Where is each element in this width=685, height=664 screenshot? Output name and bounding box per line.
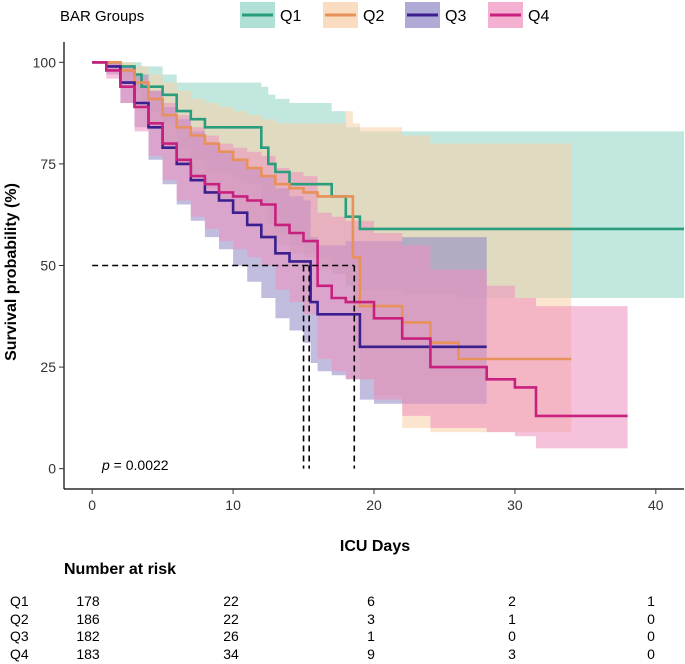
- p-value-symbol: p: [101, 457, 110, 473]
- risk-cell-q2-t30: 1: [508, 611, 516, 627]
- risk-cell-q2-t10: 22: [223, 611, 239, 627]
- risk-row-label-q2: Q2: [10, 611, 29, 627]
- y-ticks: 0 25 50 75 100: [33, 54, 64, 477]
- x-tick-label-30: 30: [507, 497, 523, 513]
- x-tick-label-0: 0: [88, 497, 96, 513]
- risk-table: Q1 178 22 6 2 1Q2 186 22 3 1 0Q3 182 26 1 0 0Q4 183 34 9 3 0: [10, 593, 655, 662]
- x-ticks: 0 10 20 30 40: [88, 489, 664, 513]
- risk-cell-q4-t40: 0: [647, 646, 655, 662]
- legend-title: BAR Groups: [60, 8, 144, 25]
- risk-cell-q3-t30: 0: [508, 628, 516, 644]
- p-value-number: = 0.0022: [110, 457, 169, 473]
- risk-cell-q4-t10: 34: [223, 646, 239, 662]
- risk-cell-q4-t20: 9: [367, 646, 375, 662]
- risk-table-title: Number at risk: [64, 561, 176, 578]
- risk-row-label-q4: Q4: [10, 646, 29, 662]
- risk-cell-q1-t0: 178: [76, 593, 100, 609]
- survival-curve-q1: [92, 61, 684, 231]
- survival-curve-q3: [92, 61, 487, 349]
- legend-label-q2: Q2: [363, 8, 384, 25]
- x-tick-label-40: 40: [648, 497, 664, 513]
- risk-cell-q2-t0: 186: [76, 611, 100, 627]
- y-tick-label-100: 100: [33, 54, 57, 70]
- risk-cell-q3-t20: 1: [367, 628, 375, 644]
- risk-cell-q1-t30: 2: [508, 593, 516, 609]
- risk-cell-q3-t10: 26: [223, 628, 239, 644]
- risk-row-label-q1: Q1: [10, 593, 29, 609]
- p-value: p = 0.0022: [101, 457, 169, 473]
- risk-cell-q4-t0: 183: [76, 646, 100, 662]
- risk-cell-q1-t40: 1: [647, 593, 655, 609]
- y-tick-label-75: 75: [40, 156, 56, 172]
- legend-label-q4: Q4: [528, 8, 549, 25]
- risk-cell-q2-t20: 3: [367, 611, 375, 627]
- y-axis-title: Survival probability (%): [3, 183, 20, 361]
- risk-cell-q1-t10: 22: [223, 593, 239, 609]
- y-tick-label-50: 50: [40, 258, 56, 274]
- x-tick-label-20: 20: [366, 497, 382, 513]
- legend-items: Q1 Q2 Q3 Q4: [240, 2, 549, 28]
- legend-label-q1: Q1: [280, 8, 301, 25]
- risk-cell-q3-t0: 182: [76, 628, 100, 644]
- x-axis-title: ICU Days: [340, 538, 410, 555]
- survival-curve-q4: [92, 61, 628, 418]
- confidence-band-q4: [92, 62, 628, 449]
- survival-curves: [92, 61, 684, 418]
- x-tick-label-10: 10: [225, 497, 241, 513]
- risk-cell-q2-t40: 0: [647, 611, 655, 627]
- risk-row-label-q3: Q3: [10, 628, 29, 644]
- median-lines: [92, 264, 356, 469]
- risk-cell-q3-t40: 0: [647, 628, 655, 644]
- y-tick-label-0: 0: [48, 461, 56, 477]
- risk-cell-q4-t30: 3: [508, 646, 516, 662]
- y-tick-label-25: 25: [40, 359, 56, 375]
- legend-label-q3: Q3: [445, 8, 466, 25]
- confidence-bands: [92, 62, 684, 449]
- legend: BAR Groups Q1 Q2 Q3 Q4: [60, 2, 549, 28]
- risk-cell-q1-t20: 6: [367, 593, 375, 609]
